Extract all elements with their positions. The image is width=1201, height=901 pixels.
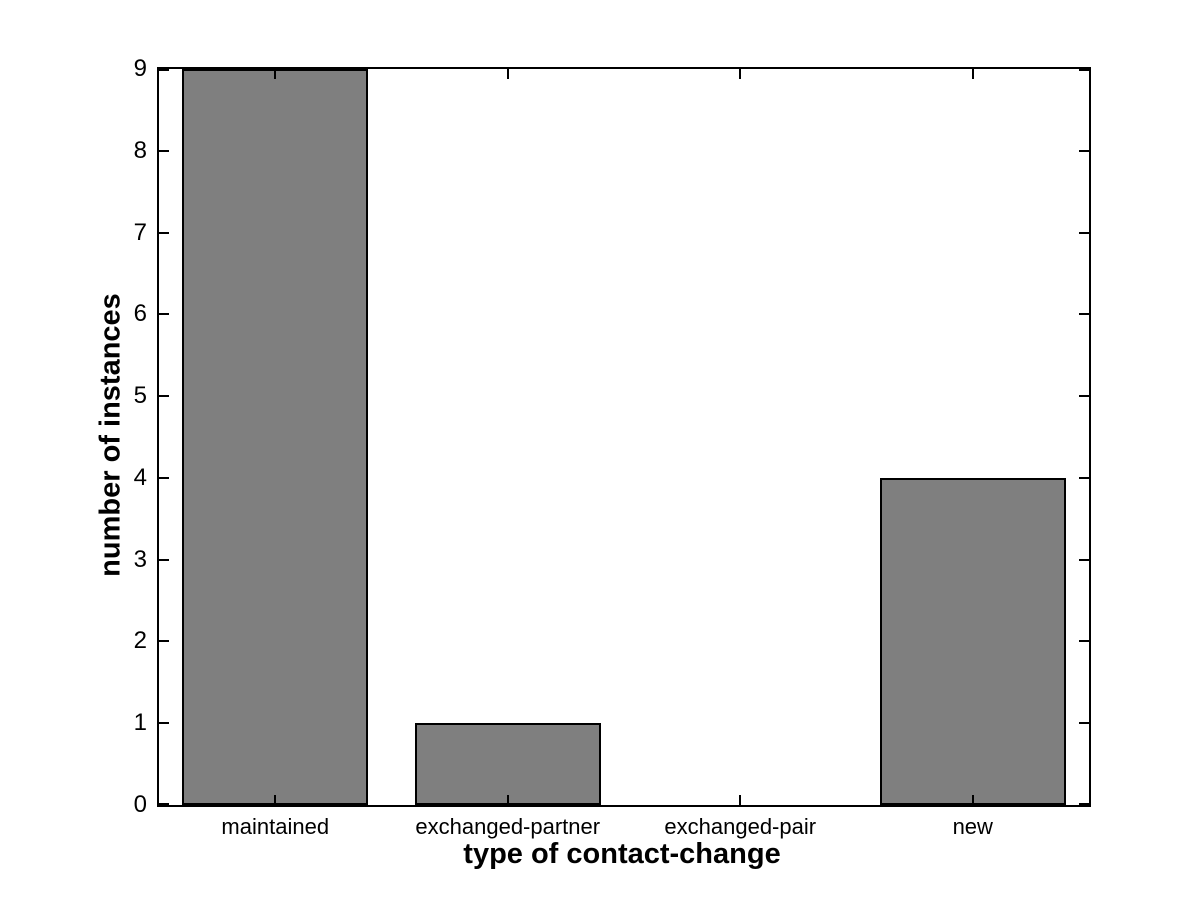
bar-maintained bbox=[182, 69, 369, 805]
y-tick-right bbox=[1079, 69, 1089, 71]
y-tick-label: 5 bbox=[133, 382, 147, 410]
y-tick-label: 9 bbox=[133, 55, 147, 82]
y-tick-left bbox=[159, 149, 169, 152]
y-tick-right bbox=[1079, 722, 1089, 725]
y-tick-label: 4 bbox=[133, 463, 147, 491]
y-tick-label: 1 bbox=[133, 709, 147, 737]
y-tick-label: 3 bbox=[133, 545, 147, 573]
bar-exchanged-partner bbox=[414, 723, 601, 805]
x-tick-top bbox=[506, 69, 509, 79]
bar-new bbox=[879, 477, 1066, 805]
y-tick-right bbox=[1079, 803, 1089, 805]
y-tick-left bbox=[159, 640, 169, 643]
y-tick-right bbox=[1079, 558, 1089, 561]
x-tick-bottom bbox=[971, 795, 974, 805]
y-tick-left bbox=[159, 476, 169, 479]
y-tick-left bbox=[159, 231, 169, 234]
y-axis-label: number of instances bbox=[94, 293, 127, 577]
x-tick-label-exchanged-partner: exchanged-partner bbox=[415, 814, 601, 839]
y-tick-left bbox=[159, 69, 169, 71]
x-tick-top bbox=[274, 69, 277, 79]
y-tick-right bbox=[1079, 476, 1089, 479]
plot-area: 0 1 2 3 4 5 6 7 8 9 maintained exchanged-partner exc… bbox=[134, 55, 1091, 839]
x-tick-label-new: new bbox=[952, 814, 993, 839]
y-tick-right bbox=[1079, 640, 1089, 643]
y-tick-left bbox=[159, 722, 169, 725]
x-tick-bottom bbox=[739, 795, 742, 805]
y-tick-label: 0 bbox=[133, 791, 147, 818]
x-tick-label-maintained: maintained bbox=[221, 814, 330, 839]
y-tick-left bbox=[159, 558, 169, 561]
x-tick-top bbox=[971, 69, 974, 79]
y-tick-label: 2 bbox=[133, 627, 147, 655]
y-tick-right bbox=[1079, 395, 1089, 398]
x-tick-label-exchanged-pair: exchanged-pair bbox=[664, 814, 817, 839]
x-tick-top bbox=[739, 69, 742, 79]
x-axis-label: type of contact-change bbox=[463, 838, 781, 870]
y-tick-left bbox=[159, 395, 169, 398]
x-tick-bottom bbox=[274, 795, 277, 805]
y-tick-left bbox=[159, 803, 169, 805]
y-tick-label: 6 bbox=[133, 300, 147, 328]
x-tick-bottom bbox=[506, 795, 509, 805]
y-tick-right bbox=[1079, 313, 1089, 316]
y-tick-label: 8 bbox=[133, 136, 147, 164]
y-tick-left bbox=[159, 313, 169, 316]
y-tick-right bbox=[1079, 149, 1089, 152]
y-tick-label: 7 bbox=[133, 218, 147, 246]
y-tick-right bbox=[1079, 231, 1089, 234]
